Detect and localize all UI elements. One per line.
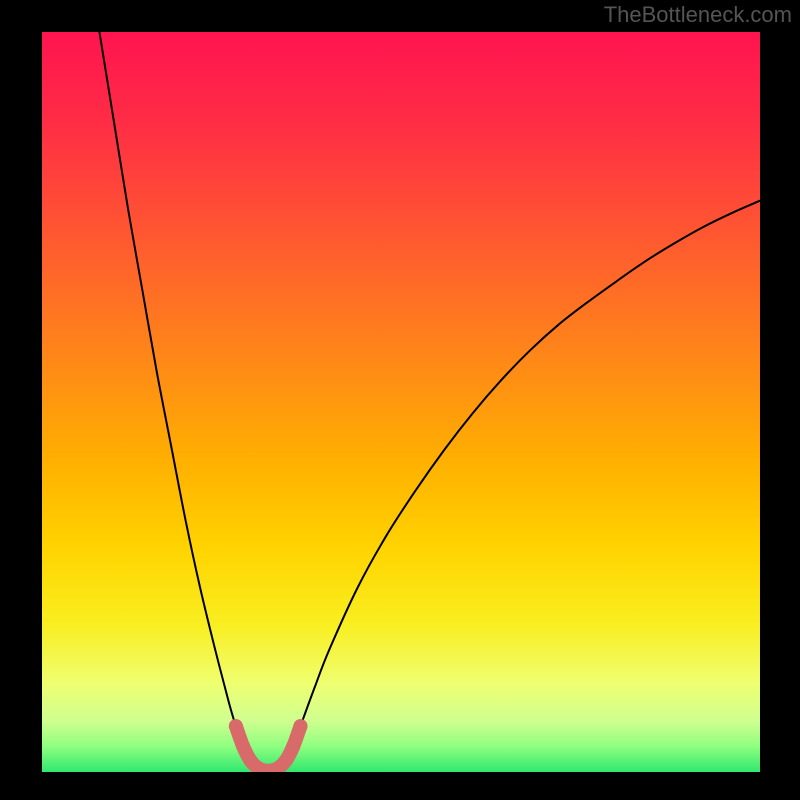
chart-background-gradient bbox=[42, 32, 760, 772]
watermark-text: TheBottleneck.com bbox=[604, 2, 792, 28]
chart-svg bbox=[0, 0, 800, 800]
valley-marker-bead bbox=[293, 719, 307, 733]
bottleneck-chart: TheBottleneck.com bbox=[0, 0, 800, 800]
valley-marker-bead bbox=[236, 739, 250, 753]
valley-marker-bead bbox=[286, 739, 300, 753]
valley-marker-bead bbox=[229, 719, 243, 733]
valley-marker-bead bbox=[279, 753, 293, 767]
